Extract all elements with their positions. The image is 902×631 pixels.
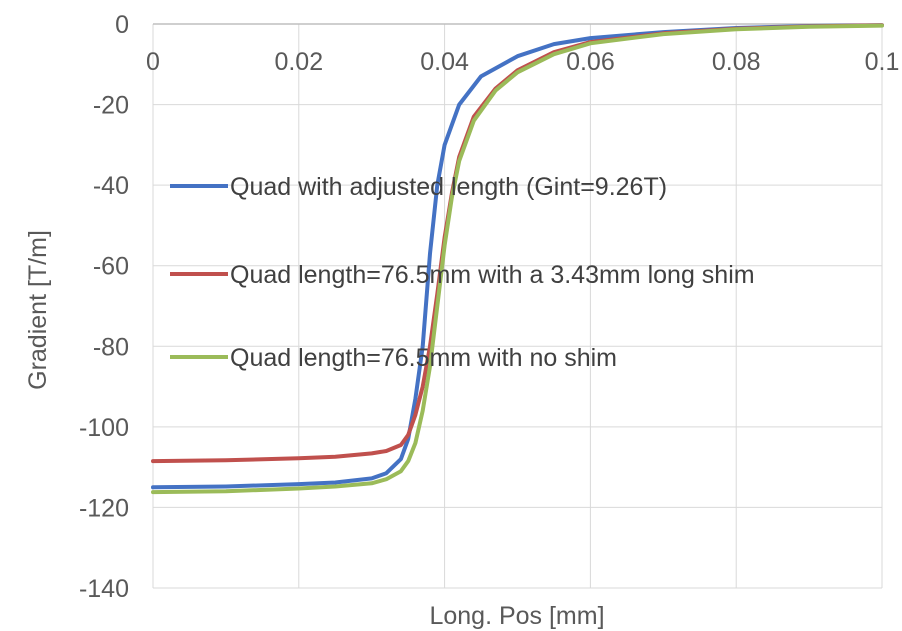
y-tick-label: -120 [79, 494, 129, 522]
gridlines [152, 24, 883, 589]
x-tick-label: 0.06 [566, 48, 615, 76]
x-tick-label: 0 [146, 48, 160, 76]
series-line-1 [151, 23, 884, 490]
x-tick-label: 0.04 [420, 48, 469, 76]
series-line-3 [151, 23, 884, 495]
y-tick-label: -40 [93, 172, 129, 200]
y-tick-label: -100 [79, 414, 129, 442]
legend-label-2: Quad length=76.5mm with a 3.43mm long sh… [230, 261, 755, 289]
y-axis-title: Gradient [T/m] [24, 230, 52, 390]
legend-label-1: Quad with adjusted length (Gint=9.26T) [230, 173, 667, 201]
x-axis-title: Long. Pos [mm] [429, 602, 604, 630]
legend: Quad with adjusted length (Gint=9.26T) Qu… [170, 173, 755, 372]
x-tick-label: 0.08 [712, 48, 761, 76]
y-axis-tick-labels: 0 -20 -40 -60 -80 -100 -120 -140 [79, 11, 129, 603]
x-axis-tick-labels: 0 0.02 0.04 0.06 0.08 0.1 [146, 48, 899, 76]
y-tick-label: 0 [115, 11, 129, 39]
series-lines [151, 23, 884, 495]
x-tick-label: 0.02 [274, 48, 323, 76]
series-line-2 [151, 23, 884, 464]
x-tick-label: 0.1 [865, 48, 900, 76]
legend-label-3: Quad length=76.5mm with no shim [230, 344, 617, 372]
y-tick-label: -60 [93, 253, 129, 281]
y-tick-label: -20 [93, 92, 129, 120]
y-tick-label: -140 [79, 575, 129, 603]
y-tick-label: -80 [93, 333, 129, 361]
